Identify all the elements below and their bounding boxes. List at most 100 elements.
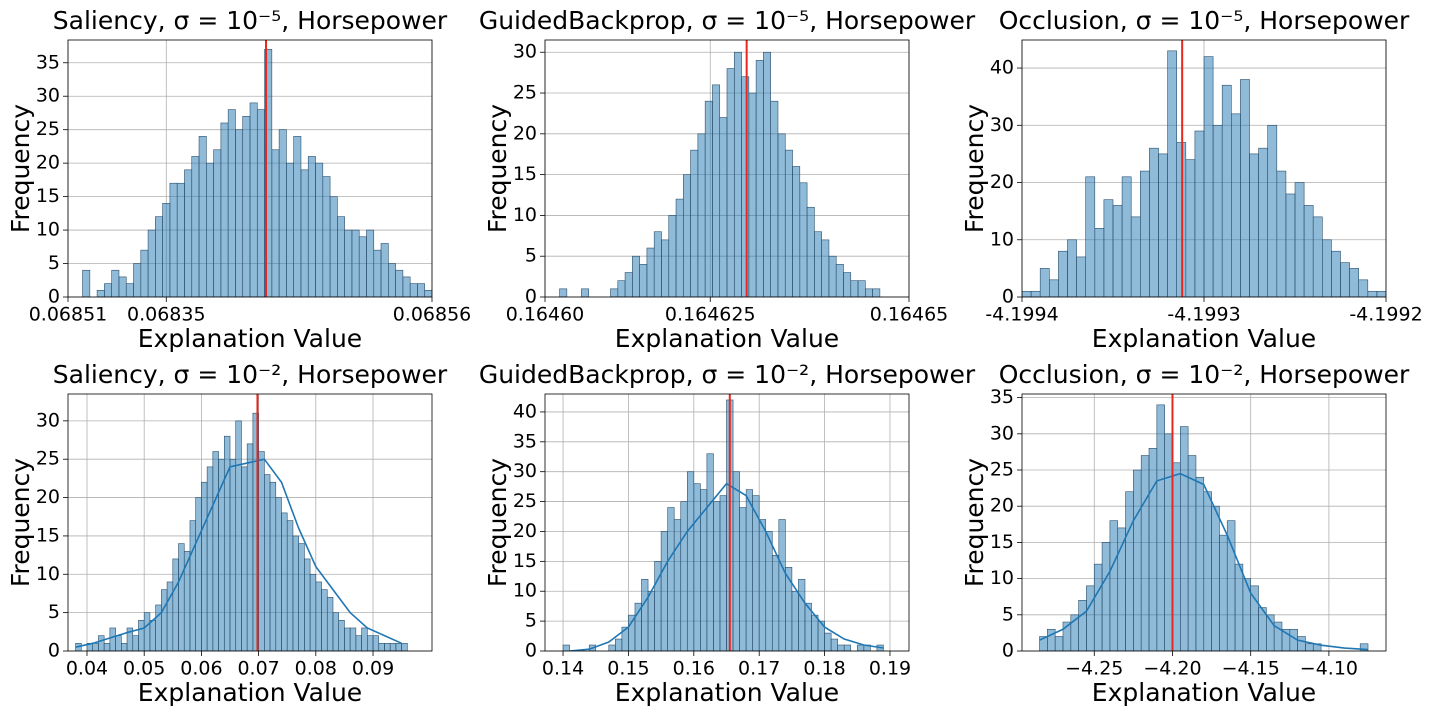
axes-frame: [544, 39, 910, 298]
plot-area: [559, 40, 881, 297]
y-tick-label: 35: [513, 430, 537, 452]
histogram-bar: [1203, 491, 1212, 651]
histogram-bar: [653, 231, 662, 297]
plot-area: [82, 40, 432, 297]
histogram-bar: [104, 283, 112, 297]
x-axis-label: Explanation Value: [1092, 324, 1316, 353]
histogram-bar: [258, 451, 265, 651]
subplot: 0 10 20 30 40 -4.1994 -4.1993 -4.1992 Occlusion,…: [960, 6, 1423, 353]
histogram-bar: [191, 156, 200, 297]
histogram-bar: [1221, 84, 1232, 297]
x-tick-label: 0.06856: [393, 304, 472, 326]
histogram-bar: [132, 635, 139, 651]
y-axis-label: Frequency: [483, 458, 512, 587]
chart-title: GuidedBackprop, σ = 10⁻⁵, Horsepower: [479, 6, 976, 35]
histogram-bar: [865, 288, 873, 297]
histogram-bar: [719, 117, 728, 297]
y-tick-label: 0: [525, 640, 537, 662]
histogram-bar: [1322, 239, 1332, 297]
y-tick-label: 15: [513, 550, 537, 572]
histogram-bar: [358, 236, 367, 297]
histogram-bar: [329, 196, 338, 297]
y-tick-label: 10: [36, 219, 60, 241]
y-tick-label: 0: [1002, 640, 1014, 662]
histogram-bar: [161, 589, 168, 651]
x-tick-label: -4.1994: [985, 304, 1058, 326]
histogram-bar: [269, 481, 277, 651]
histogram-bar: [293, 136, 302, 297]
y-axis-label: Frequency: [483, 104, 512, 233]
histogram-bar: [690, 149, 699, 297]
histogram-bar: [1167, 50, 1177, 297]
histogram-bar: [1195, 476, 1205, 651]
histogram-bar: [1086, 585, 1095, 651]
histogram-bar: [1076, 256, 1086, 297]
histogram-bar: [1211, 505, 1220, 651]
histogram-bar: [103, 643, 111, 651]
histogram-bar: [155, 216, 163, 297]
y-tick-label: 20: [990, 171, 1014, 193]
histogram-bar: [1049, 279, 1059, 297]
histogram-bar: [380, 243, 389, 297]
histogram-bar: [673, 519, 682, 651]
y-tick-label: 5: [1002, 603, 1014, 625]
histogram-bar: [115, 635, 122, 651]
histogram-bar: [206, 162, 214, 297]
histogram-bar: [361, 627, 368, 651]
x-tick-label: 0.09: [352, 658, 394, 680]
histogram-bar: [1172, 462, 1181, 651]
y-tick-label: 20: [36, 486, 60, 508]
histogram-bar: [850, 280, 859, 297]
histogram-bar: [1276, 170, 1287, 297]
x-tick-label: 0.18: [803, 658, 845, 680]
histogram-bar: [821, 239, 830, 297]
histogram-bar: [824, 632, 832, 651]
x-tick-label: 0.06835: [127, 304, 206, 326]
plot-area: [1022, 40, 1386, 297]
histogram-bar: [212, 451, 219, 651]
histogram-bar: [1297, 636, 1306, 651]
histogram-bar: [332, 612, 339, 651]
histogram-bar: [872, 288, 881, 297]
histogram-bar: [770, 100, 779, 297]
chart-title: Saliency, σ = 10⁻⁵, Horsepower: [53, 6, 448, 35]
histogram-bar: [281, 512, 288, 651]
histogram-bar: [315, 581, 322, 651]
x-tick-label: 0.06851: [29, 304, 108, 326]
x-tick-label: −4.10: [1300, 658, 1358, 680]
y-tick-label: 35: [990, 386, 1014, 408]
histogram-bar: [661, 239, 670, 297]
histogram-bar: [1219, 534, 1228, 651]
y-axis-label: Frequency: [6, 104, 35, 233]
histogram-bar: [660, 531, 668, 651]
histogram-bar: [355, 635, 362, 651]
histogram-bar: [615, 638, 623, 651]
histogram-bar: [184, 169, 193, 297]
y-tick-label: 0: [48, 640, 60, 662]
histogram-bar: [667, 507, 675, 651]
histogram-bar: [624, 272, 633, 297]
histogram-bar: [792, 166, 801, 297]
histogram-bar: [298, 543, 305, 651]
x-tick-label: 0.164625: [665, 304, 756, 326]
y-tick-label: 0: [48, 286, 60, 308]
chart-title: Occlusion, σ = 10⁻⁵, Horsepower: [999, 6, 1410, 35]
kde-line: [1039, 472, 1369, 651]
y-tick-label: 15: [36, 524, 60, 546]
histogram-bar: [1358, 279, 1369, 297]
histogram-bar: [610, 288, 619, 297]
histogram-bar: [111, 269, 120, 297]
histogram-bar: [806, 206, 815, 297]
subplot: 0 5 10 15 20 25 30 35 −4.25 −4.20 −4.15 −4.10 Occlus…: [960, 360, 1410, 707]
histogram-bar: [559, 288, 568, 297]
y-tick-label: 20: [990, 495, 1014, 517]
histogram-bar: [857, 280, 866, 297]
histogram-bar: [1093, 563, 1103, 651]
histogram-bar: [338, 620, 345, 651]
histogram-bar: [227, 109, 236, 297]
histogram-bar: [1294, 182, 1305, 297]
histogram-bar: [213, 149, 222, 297]
y-tick-label: 40: [513, 400, 537, 422]
chart-title: Saliency, σ = 10⁻², Horsepower: [53, 360, 448, 389]
histogram-bar: [242, 115, 251, 297]
